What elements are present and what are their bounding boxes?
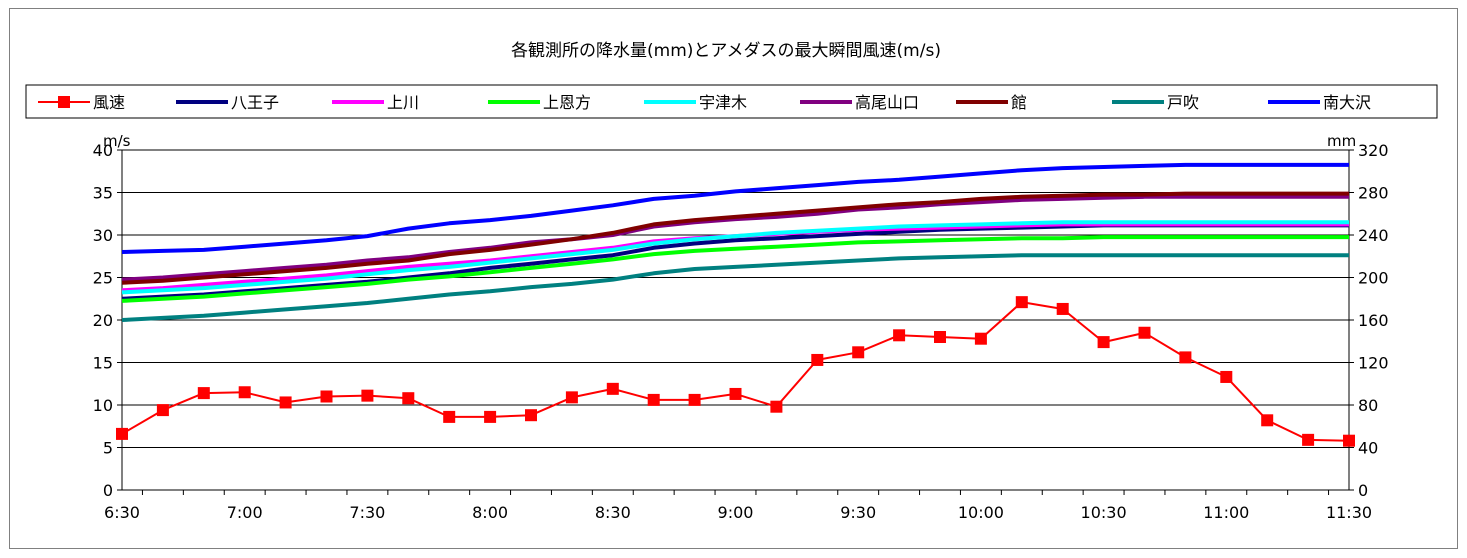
data-point — [279, 396, 292, 409]
data-point — [1220, 370, 1233, 383]
y-right-tick-label: 240 — [1358, 226, 1389, 245]
x-tick-label: 8:30 — [595, 503, 631, 522]
y-right-tick-label: 40 — [1358, 439, 1378, 458]
data-point — [1056, 302, 1069, 315]
data-point — [729, 387, 742, 400]
series-line — [121, 253, 1349, 322]
legend-label: 館 — [1011, 93, 1027, 112]
y-right-unit: mm — [1327, 132, 1356, 150]
chart-title: 各観測所の降水量(mm)とアメダスの最大瞬間風速(m/s) — [511, 41, 941, 61]
x-tick-label: 8:00 — [472, 503, 508, 522]
legend-box — [25, 84, 1438, 119]
legend: 風速 八王子 上川 上恩方 宇津木 高尾山口 館 戸吹 南大沢 — [38, 93, 1371, 112]
y-left-tick-label: 5 — [103, 439, 113, 458]
legend-label: 風速 — [93, 93, 125, 112]
plot-area: 0 5 10 15 20 25 30 35 40 0 40 80 120 160 200 240 280 320 6… — [93, 141, 1389, 522]
data-point — [770, 400, 783, 413]
data-point — [402, 392, 415, 405]
data-point — [1302, 433, 1315, 446]
y-right-tick-label: 0 — [1358, 481, 1368, 500]
data-point — [1343, 434, 1355, 447]
data-point — [484, 410, 497, 423]
y-left-tick-label: 0 — [103, 481, 113, 500]
data-point — [197, 387, 210, 400]
series-line — [121, 235, 1349, 303]
y-left-tick-label: 20 — [93, 311, 113, 330]
legend-label: 宇津木 — [699, 93, 747, 112]
series-line — [121, 162, 1349, 254]
data-point — [852, 346, 865, 359]
series-line — [121, 191, 1349, 285]
data-point — [443, 410, 456, 423]
data-point — [156, 404, 169, 417]
data-point — [525, 409, 537, 422]
data-point — [1138, 326, 1151, 339]
data-point — [688, 393, 701, 406]
data-point — [320, 390, 333, 403]
y-left-tick-label: 30 — [93, 226, 113, 245]
y-left-tick-label: 10 — [93, 396, 113, 415]
legend-label: 戸吹 — [1167, 93, 1199, 112]
x-tick-label: 7:00 — [227, 503, 263, 522]
series-line — [121, 301, 1350, 442]
y-left-tick-label: 25 — [93, 269, 113, 288]
series-line — [121, 194, 1349, 282]
data-point — [238, 386, 251, 399]
data-point — [116, 427, 128, 440]
legend-label: 上川 — [387, 93, 419, 112]
data-point — [811, 353, 824, 366]
legend-label: 高尾山口 — [855, 93, 919, 112]
legend-label: 南大沢 — [1323, 93, 1371, 112]
y-left-tick-label: 35 — [93, 184, 113, 203]
x-tick-label: 10:00 — [958, 503, 1004, 522]
data-point — [1179, 351, 1192, 364]
data-point — [1261, 414, 1274, 427]
x-tick-label: 7:30 — [349, 503, 385, 522]
y-right-tick-label: 80 — [1358, 396, 1378, 415]
y-left-unit: m/s — [103, 132, 131, 150]
x-tick-label: 11:00 — [1203, 503, 1249, 522]
chart-frame: 各観測所の降水量(mm)とアメダスの最大瞬間風速(m/s) 風速 八王子 上川 上恩方… — [9, 8, 1458, 549]
y-left-tick-label: 15 — [93, 354, 113, 373]
data-point — [934, 331, 946, 343]
x-tick-label: 11:30 — [1326, 503, 1372, 522]
x-tick-label: 6:30 — [104, 503, 140, 522]
x-tick-label: 9:30 — [840, 503, 876, 522]
x-tick-label: 9:00 — [718, 503, 754, 522]
y-right-tick-label: 320 — [1358, 141, 1389, 160]
y-right-tick-label: 200 — [1358, 269, 1389, 288]
data-point — [565, 391, 578, 404]
y-right-tick-label: 160 — [1358, 311, 1389, 330]
y-left-tick-label: 40 — [93, 141, 113, 160]
data-point — [974, 332, 987, 345]
series-line — [121, 220, 1349, 295]
x-tick-label: 10:30 — [1081, 503, 1127, 522]
data-point — [893, 329, 906, 342]
legend-marker — [58, 96, 70, 108]
data-point — [361, 389, 374, 402]
legend-label: 八王子 — [231, 93, 279, 112]
y-right-tick-label: 120 — [1358, 354, 1389, 373]
legend-label: 上恩方 — [543, 93, 591, 112]
data-point — [606, 382, 619, 395]
y-right-tick-label: 280 — [1358, 184, 1389, 203]
chart: 各観測所の降水量(mm)とアメダスの最大瞬間風速(m/s) 風速 八王子 上川 上恩方… — [25, 41, 1438, 522]
data-point — [647, 393, 660, 406]
data-point — [1015, 296, 1028, 309]
data-point — [1097, 336, 1110, 349]
